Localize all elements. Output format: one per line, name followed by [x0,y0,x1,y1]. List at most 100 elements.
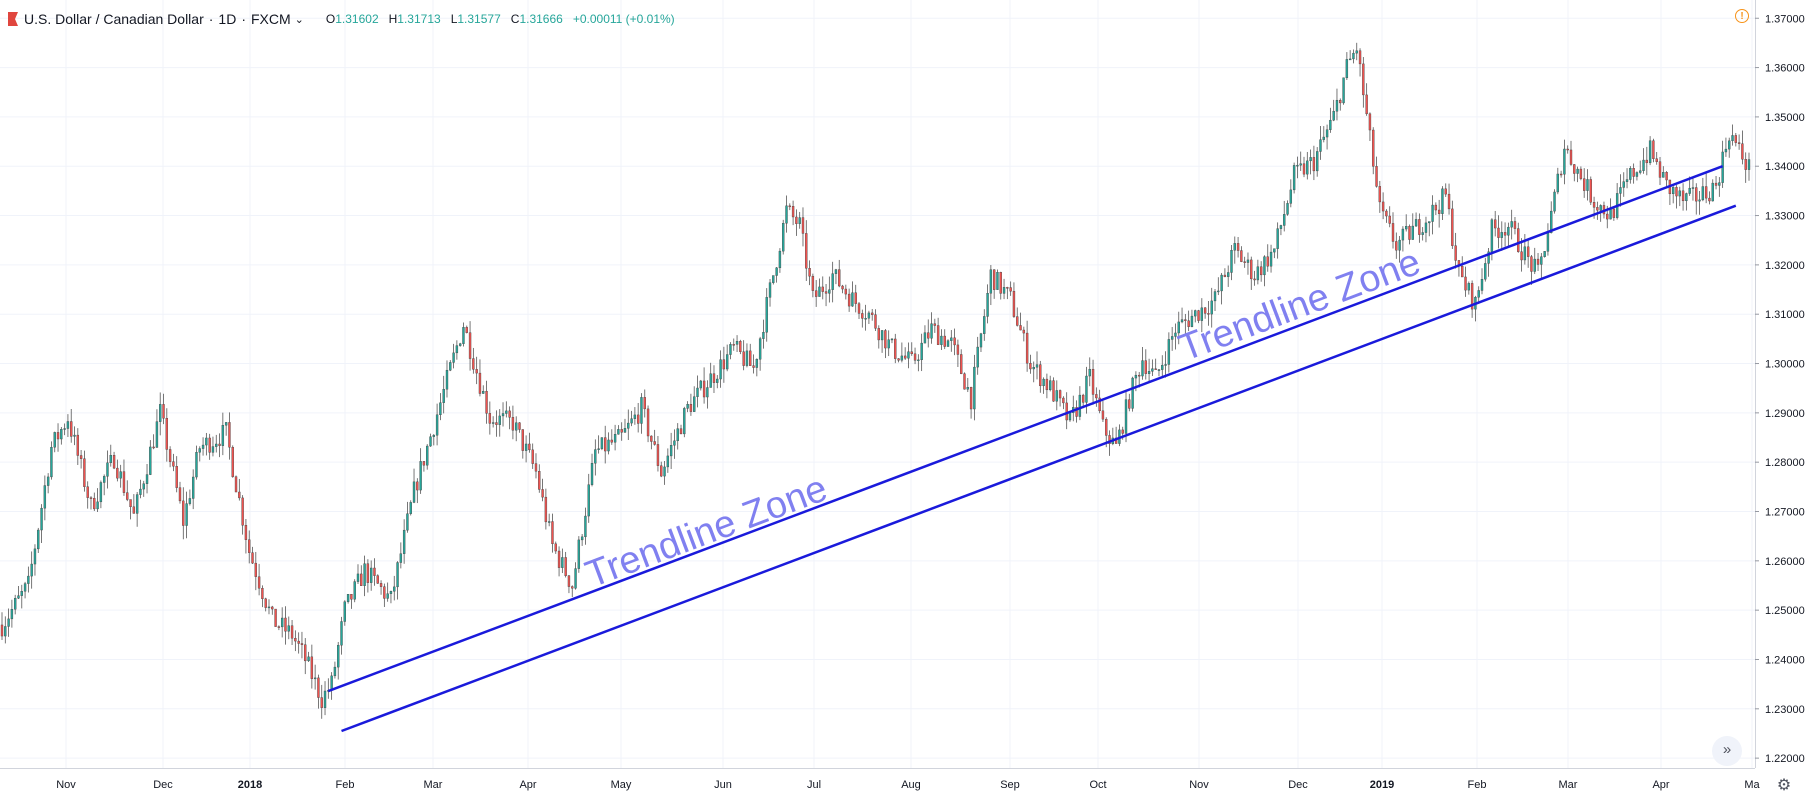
candle-body [159,404,162,422]
candle-body [1309,157,1312,162]
candle-body [1184,319,1187,321]
candle-body [541,489,544,498]
gear-icon[interactable]: ⚙ [1776,777,1792,794]
candle-body [1632,168,1635,177]
candle-body [1233,243,1236,251]
price-tick-label: 1.28000 [1765,457,1805,469]
candle-body [399,553,403,563]
candle-body [564,557,567,576]
candle-body [1223,274,1227,277]
candle-body [1714,182,1718,186]
candle-body [1550,210,1553,233]
candle-body [1345,59,1349,79]
candle-body [416,481,419,491]
candle-body [627,422,630,429]
candle-body [1490,219,1494,253]
candle-body [435,414,439,436]
candle-body [1671,187,1675,195]
candle-body [442,388,445,403]
candle-body [1157,369,1161,371]
candle-body [1520,251,1523,261]
candle-body [1658,161,1662,178]
candle-body [910,351,913,355]
candle-body [894,338,897,359]
candle-body [1177,321,1180,334]
candle-body [462,327,465,344]
candle-body [1147,371,1151,374]
time-tick-label: Nov [1189,779,1209,791]
candle-body [943,335,946,347]
candle-body [782,223,785,252]
candle-body [1098,397,1101,412]
chevron-down-icon[interactable]: ⌄ [294,13,304,26]
candle-body [1049,380,1052,391]
trendline-zone-label: Trendline Zone [580,467,833,596]
candle-body [623,428,627,433]
candle-body [745,350,749,366]
candle-body [1494,219,1497,229]
candle-body [1609,208,1612,220]
candle-body [1642,159,1645,171]
candle-body [1236,243,1240,251]
price-tick-label: 1.35000 [1765,112,1805,124]
candle-body [182,500,185,526]
candle-body [93,497,96,510]
trendline [327,165,1724,693]
candle-body [366,563,370,583]
candle-body [1121,429,1124,434]
close-value: C1.31666 [510,12,563,26]
candle-body [1250,259,1253,280]
candle-body [531,449,534,464]
time-tick-label: Feb [336,779,355,791]
candle-body [735,341,739,345]
candle-body [742,351,745,366]
candle-body [426,445,429,466]
time-axis[interactable]: Nov Dec 2018 Feb Mar Apr May Jun Jul Aug Sep Oct Nov… [0,768,1761,799]
candle-body [1507,226,1510,236]
candle-body [1530,256,1533,272]
candle-body [353,581,356,600]
candle-body [561,557,564,568]
candle-body [518,422,521,430]
warning-icon[interactable]: ! [1735,9,1749,23]
candle-body [725,354,729,370]
candle-body [280,617,284,628]
candle-body [1556,173,1560,193]
price-axis[interactable]: 1.22000 1.23000 1.24000 1.25000 1.26000 1.270… [1755,0,1814,799]
candle-body [1375,166,1378,187]
candle-body [475,369,478,374]
candle-body [139,488,142,495]
candle-body [729,344,732,355]
candle-body [511,417,515,431]
candle-body [1434,204,1438,211]
candle-body [1078,394,1082,417]
candle-body [1487,251,1490,264]
candle-body [165,418,169,450]
candle-body [524,443,528,451]
scroll-to-realtime-button[interactable]: » [1712,736,1742,766]
candle-body [7,618,10,627]
candle-body [465,327,468,333]
price-tick-label: 1.33000 [1765,211,1805,223]
candle-body [884,330,887,349]
candle-body [1124,399,1128,434]
candle-body [1259,266,1263,276]
candle-body [1352,52,1355,60]
interval-label[interactable]: 1D [218,11,237,27]
candle-body [557,550,561,568]
candle-body [1411,225,1414,240]
candle-body [1365,94,1368,115]
candle-body [1335,99,1339,112]
candle-body [969,387,973,410]
candle-body [1180,319,1184,323]
symbol-name[interactable]: U.S. Dollar / Canadian Dollar [24,11,204,27]
flag-icon [8,12,18,26]
candle-body [841,285,844,290]
candle-body [1134,374,1138,379]
candle-body [528,443,531,451]
trendlines [327,165,1737,733]
candle-body [877,328,880,341]
candle-body [119,471,122,479]
candle-body [1269,251,1273,267]
